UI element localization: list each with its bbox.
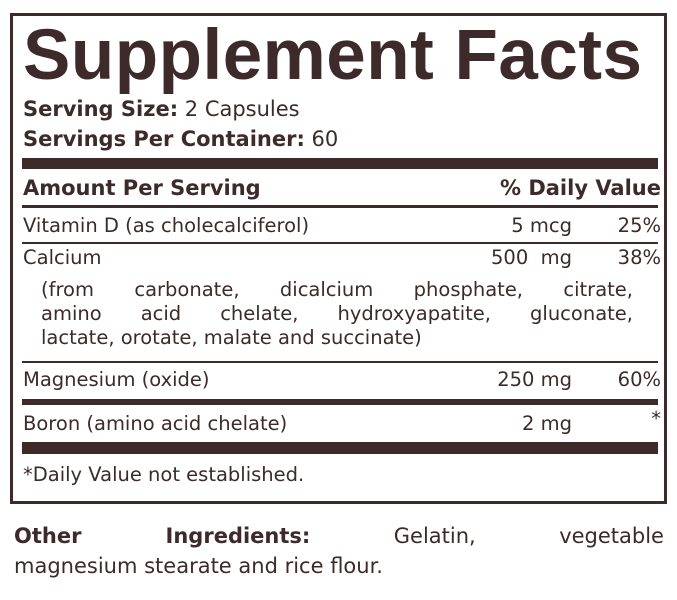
other-ingredients: Other Ingredients: Gelatin, vegetable ma… xyxy=(14,521,664,581)
footnote: *Daily Value not established. xyxy=(23,463,305,486)
servings-per-container: Servings Per Container: 60 xyxy=(23,126,338,152)
medium-divider xyxy=(22,399,658,405)
servings-per-container-label: Servings Per Container: xyxy=(23,127,305,151)
nutrient-name: Magnesium (oxide) xyxy=(23,368,210,391)
other-ingredients-label: Other Ingredients: xyxy=(14,524,311,548)
calcium-sources-line: amino acid chelate, hydroxyapatite, gluc… xyxy=(41,302,633,325)
calcium-sources-line: lactate, orotate, malate and succinate) xyxy=(41,326,422,349)
panel-title: Supplement Facts xyxy=(23,16,643,95)
supplement-facts-panel: Supplement Facts Serving Size: 2 Capsule… xyxy=(10,13,667,504)
serving-size: Serving Size: 2 Capsules xyxy=(23,96,300,122)
calcium-sources-line: (from carbonate, dicalcium phosphate, ci… xyxy=(41,278,633,301)
divider xyxy=(22,361,658,363)
calcium-sources: (from carbonate, dicalcium phosphate, ci… xyxy=(41,278,633,350)
nutrient-dv: 38% xyxy=(617,246,661,269)
nutrient-dv: 60% xyxy=(617,368,661,391)
nutrient-name: Calcium xyxy=(23,246,102,269)
nutrient-dv: 25% xyxy=(617,214,661,237)
other-ingredients-text: Gelatin, vegetable xyxy=(393,524,664,548)
nutrient-amount: 500 mg xyxy=(491,246,572,269)
serving-size-value: 2 Capsules xyxy=(184,97,300,121)
nutrient-name: Vitamin D (as cholecalciferol) xyxy=(23,214,310,237)
nutrient-amount: 5 mcg xyxy=(511,214,572,237)
amount-per-serving-header: Amount Per Serving xyxy=(23,176,261,200)
serving-size-label: Serving Size: xyxy=(23,97,179,121)
nutrient-name: Boron (amino acid chelate) xyxy=(23,412,288,435)
thick-divider xyxy=(22,442,658,454)
nutrient-dv: * xyxy=(651,407,661,430)
divider xyxy=(22,242,658,244)
nutrient-amount: 2 mg xyxy=(522,412,572,435)
thick-divider xyxy=(22,158,658,169)
nutrient-amount: 250 mg xyxy=(497,368,572,391)
daily-value-header: % Daily Value xyxy=(499,176,661,200)
other-ingredients-text: magnesium stearate and rice flour. xyxy=(14,554,383,578)
divider xyxy=(22,205,658,208)
servings-per-container-value: 60 xyxy=(311,127,339,151)
